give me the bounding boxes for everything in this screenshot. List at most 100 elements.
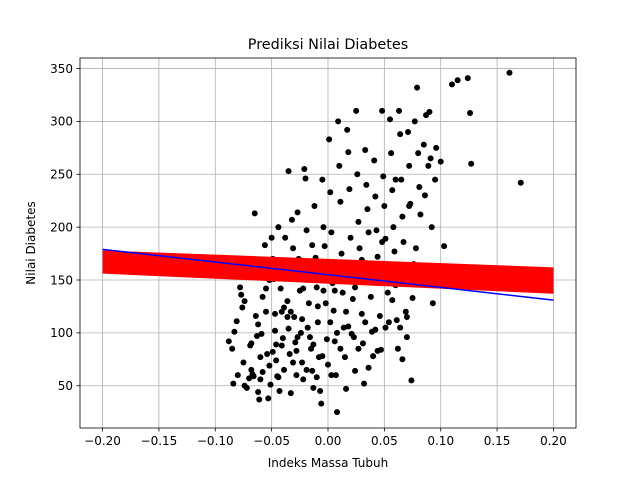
data-point xyxy=(239,304,246,311)
data-point xyxy=(391,248,398,255)
data-point xyxy=(454,77,461,84)
data-point xyxy=(234,372,241,379)
data-point xyxy=(311,203,318,209)
data-point xyxy=(317,388,324,394)
data-point xyxy=(294,209,301,216)
data-point xyxy=(264,351,271,357)
data-point xyxy=(349,296,356,303)
data-point xyxy=(396,107,403,114)
data-point xyxy=(259,368,266,375)
data-point xyxy=(322,300,329,307)
data-point xyxy=(299,316,306,323)
data-point xyxy=(428,224,435,231)
data-point xyxy=(241,298,248,305)
data-point xyxy=(255,389,262,396)
data-point xyxy=(330,307,337,314)
data-point xyxy=(265,395,272,402)
data-point xyxy=(314,319,321,326)
data-point xyxy=(327,189,334,196)
data-point xyxy=(362,146,369,153)
data-point xyxy=(441,243,448,250)
data-point xyxy=(276,388,283,394)
data-point xyxy=(284,298,291,305)
data-point xyxy=(277,285,284,292)
data-point xyxy=(263,308,269,315)
data-point xyxy=(293,347,300,354)
data-point xyxy=(344,126,351,133)
data-point xyxy=(362,319,369,326)
data-point xyxy=(381,203,388,209)
data-point xyxy=(267,381,274,388)
data-point xyxy=(365,229,372,236)
data-point xyxy=(326,136,333,143)
data-point xyxy=(379,238,386,245)
data-point xyxy=(412,245,419,252)
y-tick-label: 50 xyxy=(58,379,73,393)
data-point xyxy=(291,314,298,320)
data-point xyxy=(275,224,282,231)
data-point xyxy=(238,291,245,298)
data-point xyxy=(320,224,327,231)
data-point xyxy=(389,187,396,194)
data-point xyxy=(327,319,334,326)
y-tick-label: 350 xyxy=(50,62,73,76)
data-point xyxy=(290,245,297,252)
data-point xyxy=(282,234,289,241)
regression-line xyxy=(102,248,554,301)
x-tick-label: 0.05 xyxy=(371,434,398,448)
data-point xyxy=(411,118,418,125)
data-point xyxy=(255,321,262,328)
data-point xyxy=(402,308,409,315)
data-point xyxy=(365,364,372,371)
data-point xyxy=(310,384,317,391)
data-point xyxy=(376,312,383,319)
data-point xyxy=(288,216,295,223)
data-point xyxy=(334,329,341,336)
data-point xyxy=(268,234,275,241)
prediction-band-area xyxy=(102,250,554,294)
x-tick-label: −0.20 xyxy=(84,434,121,448)
data-point xyxy=(421,192,428,199)
data-point xyxy=(373,227,380,234)
data-point xyxy=(340,324,347,331)
data-point xyxy=(257,376,264,383)
data-point xyxy=(416,183,423,190)
x-tick-label: 0.10 xyxy=(427,434,454,448)
data-point xyxy=(278,342,285,349)
data-point xyxy=(250,373,257,380)
data-point xyxy=(306,334,313,341)
data-point xyxy=(301,166,308,172)
data-point xyxy=(374,347,381,354)
data-point xyxy=(364,206,371,213)
data-point xyxy=(323,336,330,343)
data-point xyxy=(237,284,244,291)
data-point xyxy=(372,193,379,200)
data-point xyxy=(389,297,396,304)
data-point xyxy=(358,310,365,317)
data-point xyxy=(390,224,397,231)
y-tick-label: 300 xyxy=(50,115,73,129)
data-point xyxy=(331,338,338,345)
data-point xyxy=(285,168,292,175)
data-point xyxy=(281,366,288,373)
data-point xyxy=(328,229,335,236)
data-point xyxy=(252,312,259,319)
data-point xyxy=(300,285,307,292)
data-point xyxy=(347,234,354,241)
y-axis-ticks: 50 100 150 200 250 300 350 xyxy=(50,62,80,393)
data-point xyxy=(415,150,422,157)
data-point xyxy=(284,314,291,320)
prediction-band xyxy=(102,250,554,294)
data-point xyxy=(331,287,338,294)
data-point xyxy=(240,359,247,366)
data-point xyxy=(325,361,331,368)
data-point xyxy=(287,308,294,315)
data-point xyxy=(359,340,366,347)
data-point xyxy=(379,107,386,114)
data-point xyxy=(272,327,279,334)
data-point xyxy=(348,330,355,337)
data-point xyxy=(403,334,410,341)
data-point xyxy=(336,162,343,169)
data-point xyxy=(372,326,379,333)
data-point xyxy=(319,353,326,360)
